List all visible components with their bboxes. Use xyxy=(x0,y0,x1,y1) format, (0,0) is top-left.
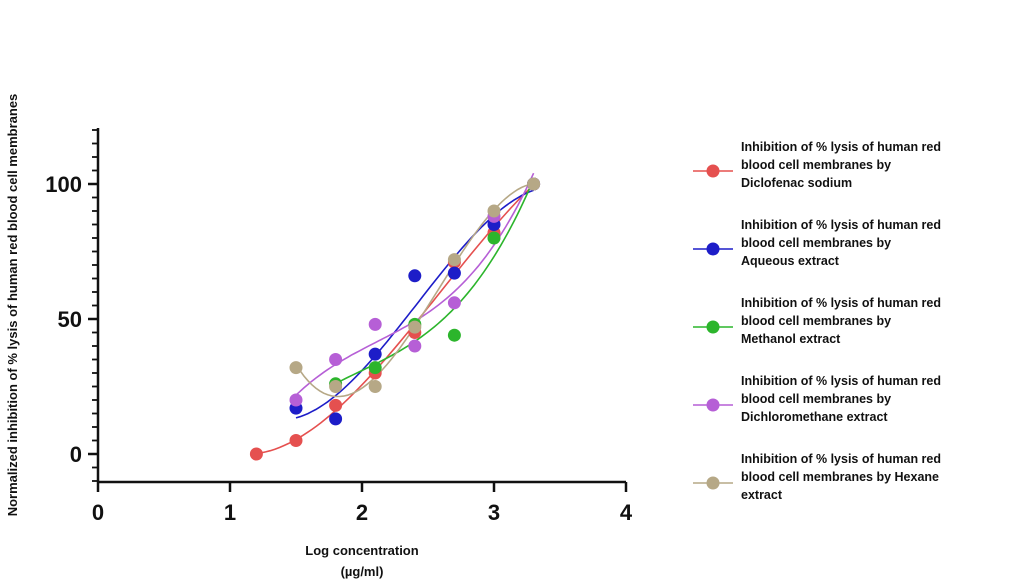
chart: 0 50 100 0 1 2 3 4 Normalized inhibition of % l… xyxy=(5,94,633,579)
legend-dot xyxy=(706,476,720,490)
x-tick-label: 0 xyxy=(92,500,104,525)
data-point xyxy=(447,296,461,310)
data-point xyxy=(329,380,343,393)
legend-dot xyxy=(706,164,720,178)
legend-item: Inhibition of % lysis of human red blood … xyxy=(688,446,1026,524)
legend-marker xyxy=(693,242,733,256)
x-tick-label: 4 xyxy=(620,500,633,525)
data-point xyxy=(329,412,343,426)
legend-label-line: Inhibition of % lysis of human red xyxy=(741,218,942,232)
data-point xyxy=(368,347,382,361)
legend-label-line: Diclofenac sodium xyxy=(741,176,853,190)
y-tick-label: 50 xyxy=(58,307,82,332)
x-tick-label: 3 xyxy=(488,500,500,525)
legend-label: Inhibition of % lysis of human red blood … xyxy=(741,294,1025,348)
legend-marker xyxy=(693,476,733,490)
legend-label-line: blood cell membranes by xyxy=(741,158,892,172)
legend-item: Inhibition of % lysis of human red blood … xyxy=(688,212,1026,290)
legend: Inhibition of % lysis of human red blood … xyxy=(688,134,1026,524)
fit-curve xyxy=(335,178,535,385)
data-point xyxy=(289,434,303,447)
legend-item: Inhibition of % lysis of human red blood … xyxy=(688,368,1026,446)
legend-dot xyxy=(706,242,720,256)
legend-label-line: blood cell membranes by xyxy=(741,392,892,406)
data-points xyxy=(249,177,541,461)
data-point xyxy=(408,269,422,283)
legend-item: Inhibition of % lysis of human red blood … xyxy=(688,134,1026,212)
data-point xyxy=(447,266,461,280)
legend-item: Inhibition of % lysis of human red blood … xyxy=(688,290,1026,368)
legend-label-line: Inhibition of % lysis of human red xyxy=(741,296,942,310)
data-point xyxy=(408,320,422,334)
y-tick-label: 0 xyxy=(70,442,82,467)
legend-marker xyxy=(693,320,733,334)
legend-dot xyxy=(706,320,720,334)
data-point xyxy=(289,393,303,407)
legend-label-line: blood cell membranes by xyxy=(741,236,892,250)
data-point xyxy=(368,317,382,331)
legend-label-line: Dichloromethane extract xyxy=(741,410,888,424)
x-axis-unit: (µg/ml) xyxy=(341,564,384,579)
x-tick-label: 1 xyxy=(224,500,236,525)
data-point xyxy=(447,253,461,267)
axes: 0 50 100 0 1 2 3 4 xyxy=(45,128,633,525)
legend-dot xyxy=(706,398,720,412)
y-tick-label: 100 xyxy=(45,172,82,197)
legend-label-line: extract xyxy=(741,488,782,502)
data-point xyxy=(329,353,343,366)
data-point xyxy=(289,361,303,375)
legend-label-line: Inhibition of % lysis of human red xyxy=(741,374,942,388)
data-point xyxy=(329,398,343,412)
legend-label-line: blood cell membranes by xyxy=(741,314,892,328)
legend-label-line: Aqueous extract xyxy=(741,254,839,268)
x-tick-label: 2 xyxy=(356,500,368,525)
data-point xyxy=(368,361,382,375)
legend-label-line: blood cell membranes by Hexane xyxy=(741,470,939,484)
legend-label: Inhibition of % lysis of human red blood … xyxy=(741,216,1025,270)
legend-label: Inhibition of % lysis of human red blood … xyxy=(741,372,1025,426)
data-point xyxy=(487,204,501,218)
data-point xyxy=(249,447,263,461)
legend-label: Inhibition of % lysis of human red blood … xyxy=(741,138,1025,192)
legend-label-line: Inhibition of % lysis of human red xyxy=(741,452,942,466)
legend-label-line: Inhibition of % lysis of human red xyxy=(741,140,942,154)
x-axis-title: Log concentration xyxy=(305,543,418,558)
y-axis-title: Normalized inhibition of % lysis of huma… xyxy=(5,94,20,517)
data-point xyxy=(368,380,382,393)
legend-marker xyxy=(693,398,733,412)
legend-label-line: Methanol extract xyxy=(741,332,841,346)
data-point xyxy=(487,231,501,245)
data-point xyxy=(527,177,541,191)
data-point xyxy=(447,328,461,342)
legend-label: Inhibition of % lysis of human red blood … xyxy=(741,450,1025,504)
legend-marker xyxy=(693,164,733,178)
data-point xyxy=(408,339,422,353)
fit-curve xyxy=(256,184,535,455)
